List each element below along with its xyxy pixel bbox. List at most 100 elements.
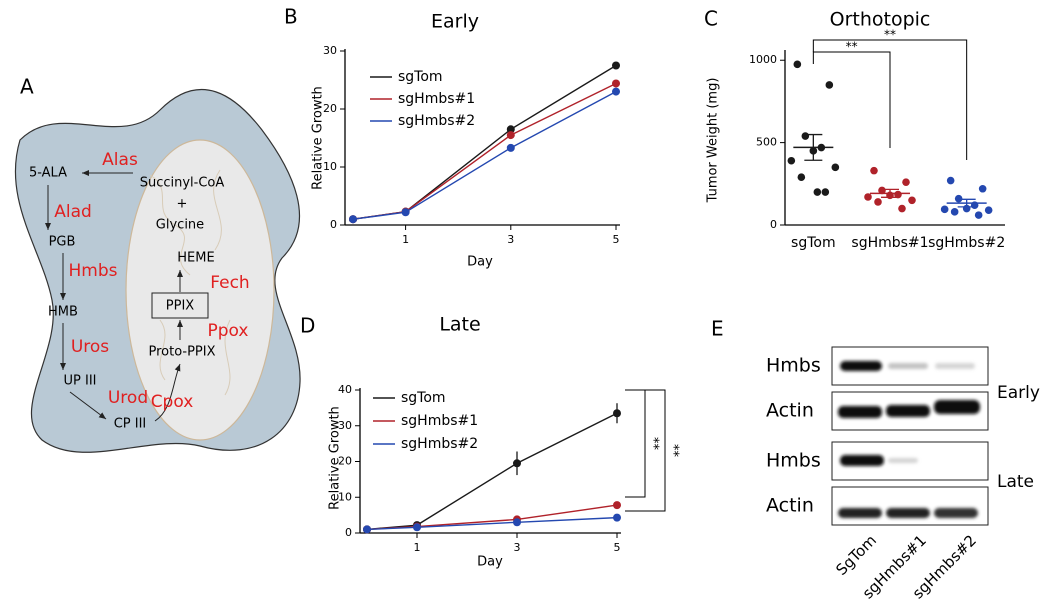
legend-label: sgHmbs#2 [401,436,478,452]
metabolite: CP III [114,417,147,432]
data-point [801,132,810,140]
legend-label: sgHmbs#1 [398,91,475,107]
data-point [908,196,916,205]
metabolite: Proto-PPIX [148,345,215,360]
data-point [954,194,963,203]
data-point [513,518,521,527]
chart-title: Early [431,11,479,33]
data-point [974,211,983,219]
metabolite: HMB [48,305,78,320]
western-blot: Hmbs Actin Hmbs Actin Early Late SgTom s… [766,346,1040,602]
chart-title: Late [439,314,480,336]
enzyme: Alas [102,150,138,170]
y-axis-label: Relative Growth [328,406,343,510]
metabolite: HEME [177,251,214,266]
y-tick-label: 30 [323,44,337,57]
data-point [821,188,830,196]
series-line [366,412,618,531]
x-tick-label: 3 [507,233,514,246]
y-tick-label: 10 [338,490,352,503]
y-tick-label: 500 [756,136,777,149]
sem-bar [804,133,823,161]
y-tick-label: 10 [323,160,337,173]
band [838,406,882,418]
panel-label: C [704,7,718,31]
data-point [946,176,955,185]
band [888,363,928,369]
sem-bar [881,188,899,198]
data-point [787,156,796,165]
metabolite: PGB [49,235,76,250]
enzyme: Alad [54,202,92,222]
blot-row-label: Hmbs [766,450,821,472]
significance-label: ** [646,437,661,451]
y-tick-label: 20 [338,455,352,468]
enzyme: Urod [108,388,148,408]
blot-row-label: Hmbs [766,355,821,377]
data-point [413,523,421,532]
enzyme: Ppox [208,321,249,341]
data-point [349,215,357,224]
significance-bracket [812,39,968,160]
data-point [950,208,959,216]
data-point [506,125,515,134]
panel-label: E [711,317,724,341]
y-tick-label: 1000 [749,53,777,66]
band [934,508,978,518]
blot-row-label: Actin [766,495,814,517]
data-point [902,178,910,186]
band [935,363,975,369]
enzyme: Uros [71,337,109,357]
data-point [612,87,620,96]
band [934,400,980,414]
y-tick-label: 0 [770,218,777,231]
y-axis-label: Tumor Weight (mg) [706,78,721,204]
panel-label: B [284,5,298,29]
x-axis-label: Day [477,555,503,570]
data-point [613,501,621,510]
data-point [831,163,840,172]
significance-label: ** [666,444,681,458]
data-point [878,186,886,195]
significance-bracket [625,389,666,512]
x-axis-label: Day [467,255,493,270]
x-tick-label: 1 [402,233,409,246]
enzyme: Hmbs [69,261,118,281]
data-point [613,409,621,418]
ppix-box [151,292,209,319]
data-point [984,206,993,214]
enzyme: Cpox [151,392,194,412]
legend-label: sgHmbs#1 [401,413,478,429]
x-tick-label: 3 [514,541,521,554]
panel-label: D [300,314,315,338]
metabolite: Succinyl-CoA [140,176,225,191]
enzyme: Fech [210,273,249,293]
significance-label: ** [846,40,858,54]
series-line [352,90,617,220]
metabolite: PPIX [166,299,195,314]
metabolite: 5-ALA [29,166,67,181]
x-tick-label: 1 [414,541,421,554]
y-tick-label: 20 [323,102,337,115]
data-point [864,193,872,201]
x-tick-label: sgHmbs#2 [928,235,1005,251]
data-point [613,513,621,522]
chart-title: Orthotopic [830,9,931,31]
significance-bracket [812,51,891,148]
metabolite: UP III [64,374,97,389]
data-point [612,79,620,88]
data-point [363,525,371,534]
metabolite: Glycine [156,218,204,233]
significance-bracket [625,389,646,498]
arrow [154,363,181,422]
band [886,405,930,417]
legend-label: sgHmbs#2 [398,113,475,129]
band [838,508,882,518]
band [888,458,918,463]
data-point [612,61,620,70]
data-point [793,60,802,69]
data-point [797,173,806,182]
data-point [506,143,515,152]
blot-lane-label: SgTom [832,531,880,579]
